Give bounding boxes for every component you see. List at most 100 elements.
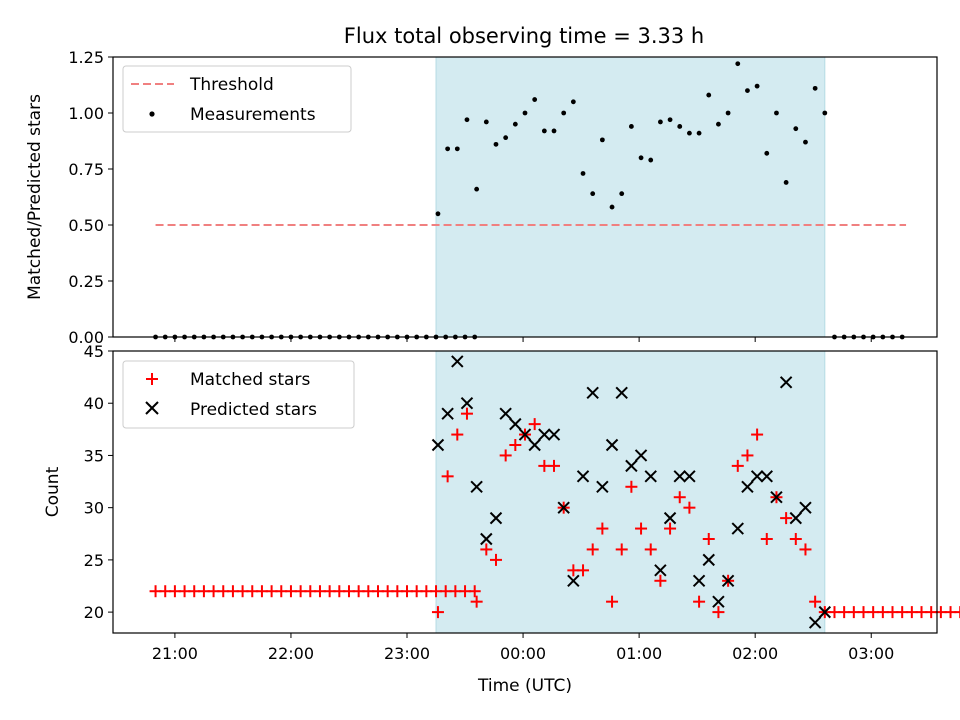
predicted-star-point	[702, 553, 715, 567]
top-y-tick-label: 1.00	[68, 104, 104, 123]
predicted-star-point	[605, 438, 619, 452]
measurement-point	[716, 121, 721, 127]
predicted-star-point	[518, 428, 532, 441]
matched-star-point	[760, 533, 773, 545]
measurement-point	[774, 110, 779, 116]
matched-star-point	[480, 543, 493, 556]
predicted-star-point	[567, 574, 580, 587]
measurement-point	[522, 110, 528, 116]
matched-star-point	[712, 606, 725, 619]
matched-star-point	[615, 543, 628, 556]
measurement-point	[667, 117, 673, 123]
predicted-star-point	[644, 470, 657, 483]
predicted-star-point	[789, 511, 803, 525]
predicted-star-point	[692, 574, 706, 587]
measurement-point	[541, 128, 547, 134]
chart-title: Flux total observing time = 3.33 h	[344, 24, 704, 48]
matched-star-point	[470, 595, 483, 608]
top-legend-box	[122, 65, 352, 133]
top-legend-measurements-swatch	[149, 111, 155, 117]
measurement-point	[793, 126, 799, 132]
measurement-point	[561, 110, 567, 116]
predicted-star-point	[441, 407, 454, 420]
predicted-star-point	[741, 480, 754, 493]
predicted-star-point	[750, 470, 764, 483]
predicted-star-point	[721, 574, 735, 587]
predicted-star-point	[770, 491, 783, 504]
bottom-y-tick-label: 25	[84, 551, 104, 570]
measurement-point	[628, 124, 634, 129]
matched-star-point	[577, 564, 590, 577]
top-y-tick-label: 1.25	[68, 48, 104, 67]
predicted-star-point	[576, 470, 590, 483]
bottom-axes-frame	[112, 350, 938, 634]
predicted-star-point	[731, 522, 744, 535]
predicted-star-point	[431, 438, 445, 452]
predicted-star-point	[509, 417, 522, 431]
bottom-y-axis-label: Count	[43, 466, 63, 517]
top-legend: Threshold Measurements	[122, 65, 352, 133]
measurement-point	[532, 97, 538, 102]
matched-star-point	[596, 522, 609, 535]
bottom-legend-predicted-swatch	[145, 401, 159, 415]
predicted-star-point	[615, 386, 628, 399]
top-shaded-region	[435, 56, 826, 338]
measurement-point	[619, 191, 625, 197]
predicted-star-point	[547, 428, 561, 441]
predicted-star-point	[634, 449, 648, 462]
predicted-star-point	[538, 428, 551, 441]
predicted-star-point	[489, 511, 503, 525]
predicted-star-point	[808, 616, 822, 629]
measurement-point	[648, 157, 654, 163]
measurement-point	[512, 121, 518, 127]
bottom-y-tick-label: 35	[84, 446, 104, 465]
measurement-point	[570, 99, 576, 105]
matched-star-point	[451, 428, 464, 441]
matched-star-point	[780, 512, 793, 525]
bottom-x-axis-label: Time (UTC)	[477, 676, 572, 696]
top-legend-measurements-label: Measurements	[190, 105, 316, 125]
measurement-point	[445, 146, 451, 152]
bottom-x-tick-label: 03:00	[848, 644, 894, 663]
measurement-point	[725, 110, 731, 116]
top-legend-threshold-label: Threshold	[189, 75, 274, 95]
bottom-y-axis: 20 25 30 35 40 45	[84, 342, 113, 622]
measurement-point	[735, 61, 741, 67]
bottom-y-tick-label: 45	[84, 342, 104, 361]
measurement-point	[696, 130, 702, 136]
top-panel: 0.00 0.25 0.50 0.75 1.00 1.25 Matched/Predict…	[25, 48, 938, 347]
bottom-x-axis: 21:00 22:00 23:00 00:00 01:00 02:00 03:00	[152, 633, 894, 663]
measurement-point	[580, 171, 586, 176]
bottom-plot-area	[149, 355, 960, 629]
matched-star-point	[751, 428, 764, 441]
predicted-star-point	[470, 480, 483, 493]
measurement-point	[609, 204, 615, 210]
matched-star-point	[664, 522, 677, 535]
matched-star-point	[693, 595, 706, 608]
matched-star-point	[673, 491, 686, 504]
measurement-point	[551, 128, 557, 134]
bottom-x-tick-label: 00:00	[500, 644, 546, 663]
measurement-point	[754, 83, 760, 89]
measurement-point	[483, 119, 489, 125]
predicted-star-point	[663, 511, 677, 525]
top-y-axis-label: Matched/Predicted stars	[25, 94, 45, 300]
bottom-x-tick-label: 02:00	[732, 644, 778, 663]
matched-star-point	[799, 543, 812, 556]
measurement-point	[677, 124, 683, 129]
predicted-star-point	[586, 386, 599, 399]
predicted-star-point	[683, 470, 696, 483]
predicted-star-point	[480, 532, 493, 546]
measurement-point	[464, 117, 470, 123]
matched-star-point	[789, 533, 802, 545]
matched-star-point	[468, 585, 481, 598]
bottom-legend-box	[122, 360, 355, 429]
matched-star-point	[509, 439, 522, 451]
measurement-point	[590, 191, 596, 197]
bottom-x-tick-label: 23:00	[384, 644, 430, 663]
bottom-x-tick-label: 01:00	[616, 644, 662, 663]
measurement-point	[503, 135, 509, 141]
bottom-panel: 20 25 30 35 40 45 21:00 22:00 23:00 00:00 01:00 02…	[43, 342, 960, 696]
predicted-star-point	[451, 355, 464, 368]
